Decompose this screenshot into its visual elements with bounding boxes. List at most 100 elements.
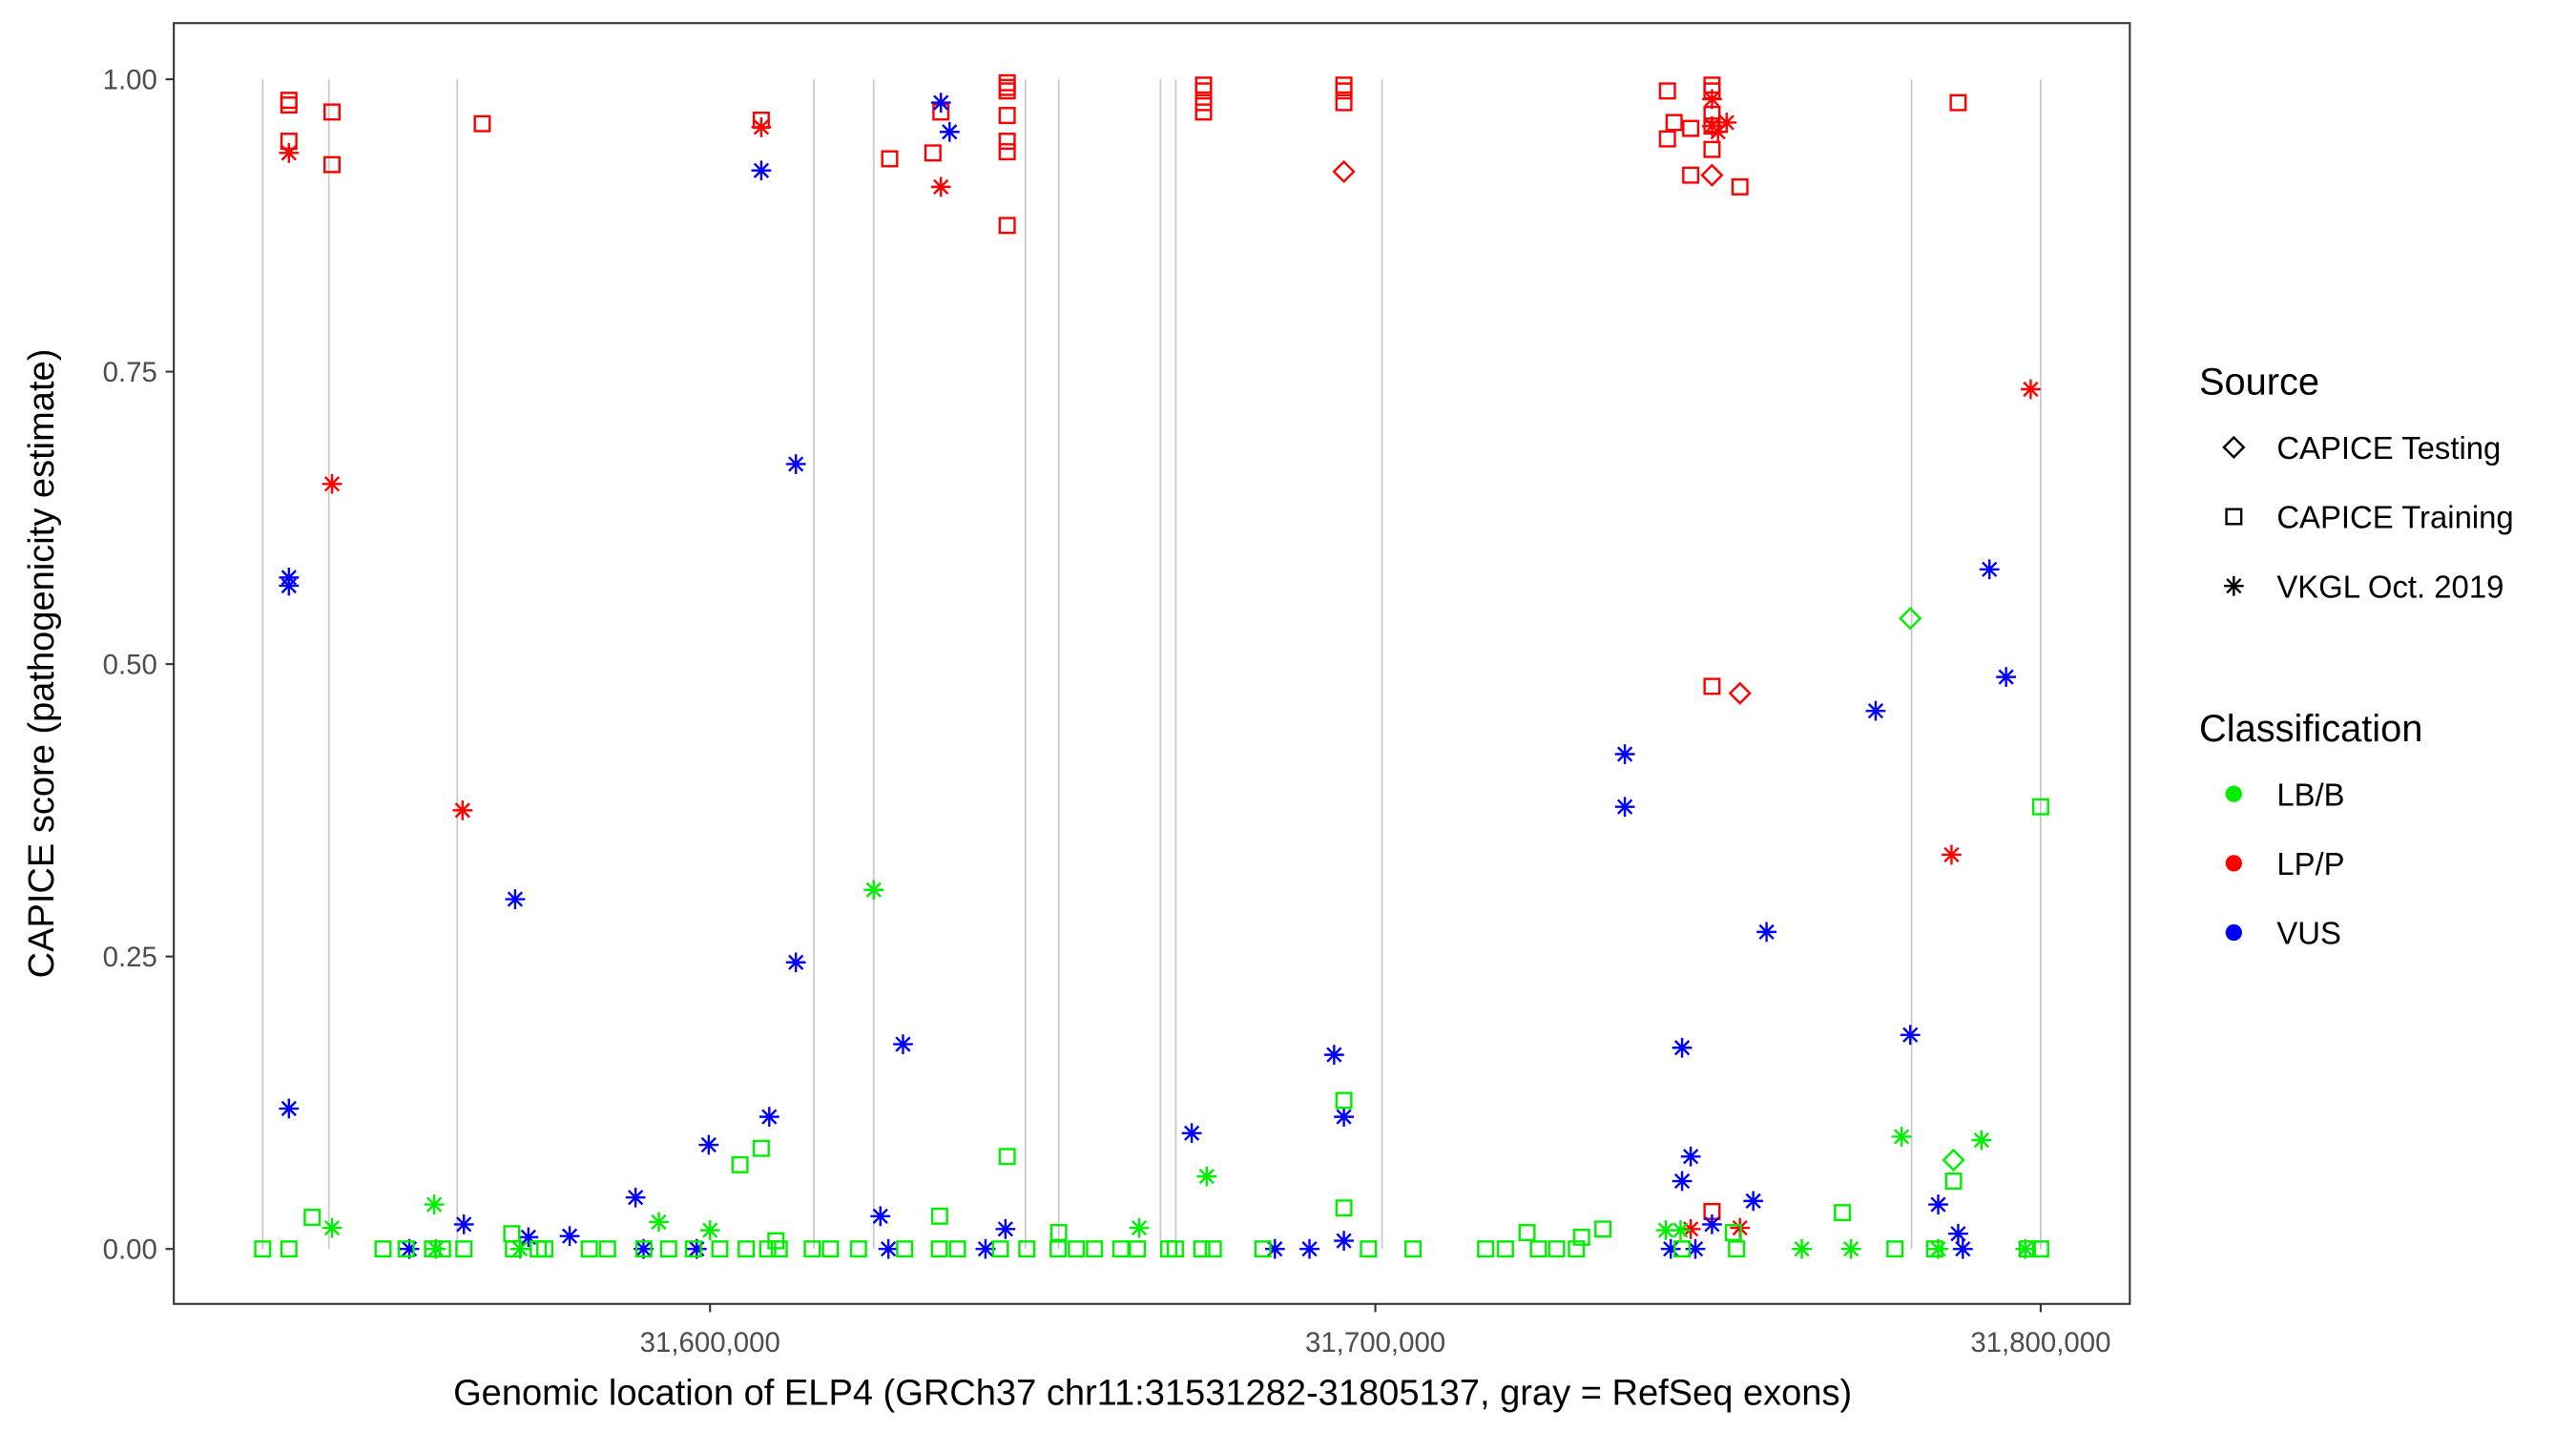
point-vus-vkgl	[878, 1238, 899, 1259]
point-vus-vkgl	[893, 1034, 913, 1054]
point-lb-b-vkgl	[1891, 1127, 1912, 1147]
point-lp-p-training	[924, 144, 942, 162]
legend: Source CAPICE Testing CAPICE Training VKGL…	[2199, 361, 2514, 950]
point-vus-vkgl	[870, 1206, 891, 1227]
point-lp-p-training	[1335, 93, 1353, 112]
legend-color-dot-icon	[2225, 855, 2242, 872]
point-lp-p-vkgl	[1680, 1218, 1701, 1239]
point-lb-b-vkgl	[1655, 1220, 1676, 1240]
point-lb-b-training	[1049, 1240, 1068, 1258]
point-vus-vkgl	[1264, 1238, 1285, 1259]
point-vus-vkgl	[1334, 1107, 1354, 1127]
point-lp-p-training	[1682, 119, 1700, 137]
point-vus-vkgl	[279, 575, 300, 596]
point-lb-b-vkgl	[649, 1212, 669, 1233]
point-vus-vkgl	[975, 1238, 996, 1259]
point-lp-p-vkgl	[930, 176, 951, 197]
point-lp-p-testing	[1332, 159, 1356, 184]
point-lb-b-training	[1111, 1240, 1130, 1258]
point-lp-p-training	[1335, 82, 1353, 100]
point-lb-b-training	[397, 1240, 415, 1258]
point-vus-vkgl	[1181, 1123, 1202, 1144]
point-lb-b-training	[1568, 1240, 1586, 1258]
point-vus-vkgl	[785, 454, 806, 474]
point-lb-b-vkgl	[426, 1238, 447, 1259]
legend-classification-label: LP/P	[2276, 846, 2344, 881]
point-lb-b-training	[303, 1209, 322, 1227]
point-vus-vkgl	[1685, 1238, 1706, 1259]
point-vus-vkgl	[453, 1214, 474, 1234]
legend-classification-label: LB/B	[2276, 777, 2344, 812]
point-lp-p-vkgl	[1942, 844, 1962, 865]
point-lb-b-training	[2031, 798, 2049, 816]
point-lp-p-training	[998, 107, 1016, 125]
point-lp-p-vkgl	[322, 473, 343, 494]
exon-lines	[261, 79, 2042, 1250]
y-tick-label: 1.00	[103, 64, 157, 95]
point-lb-b-training	[1204, 1240, 1222, 1258]
point-lp-p-training	[323, 103, 342, 121]
point-lb-b-vkgl	[863, 880, 884, 901]
point-lb-b-training	[374, 1240, 392, 1258]
point-lb-b-testing	[1942, 1148, 1965, 1172]
point-lp-p-testing	[1700, 163, 1724, 187]
point-lb-b-training	[659, 1240, 677, 1258]
point-vus-vkgl	[785, 952, 806, 973]
y-tick-label: 0.00	[103, 1234, 157, 1266]
point-lb-b-training	[280, 1240, 298, 1258]
point-lb-b-training	[803, 1240, 821, 1258]
point-lb-b-training	[598, 1240, 616, 1258]
point-vus-vkgl	[505, 889, 526, 909]
point-lb-b-vkgl	[1129, 1217, 1150, 1238]
point-lp-p-training	[1949, 93, 1967, 112]
point-lb-b-training	[821, 1240, 840, 1258]
point-vus-vkgl	[1702, 1214, 1722, 1234]
x-axis-label: Genomic location of ELP4 (GRCh37 chr11:3…	[453, 1373, 1852, 1413]
legend-asterisk-icon	[2223, 575, 2244, 596]
point-lb-b-vkgl	[2015, 1238, 2036, 1259]
point-vus-vkgl	[1680, 1146, 1701, 1167]
point-lb-b-training	[1594, 1220, 1612, 1238]
point-lb-b-training	[503, 1225, 521, 1243]
legend-color-dot-icon	[2225, 923, 2242, 942]
point-vus-vkgl	[518, 1227, 539, 1248]
point-vus-vkgl	[1948, 1223, 1968, 1244]
point-lb-b-vkgl	[699, 1220, 720, 1240]
point-lp-p-training	[280, 96, 298, 114]
point-lb-b-training	[1335, 1091, 1353, 1110]
point-lb-b-training	[1254, 1240, 1272, 1258]
point-lp-p-training	[1703, 677, 1721, 695]
point-lb-b-training	[930, 1240, 948, 1258]
point-vus-vkgl	[1672, 1171, 1693, 1192]
data-points	[254, 73, 2049, 1259]
x-tick-label: 31,700,000	[1305, 1327, 1445, 1358]
point-lb-b-vkgl	[509, 1238, 530, 1259]
point-vus-vkgl	[1614, 797, 1635, 818]
point-vus-vkgl	[930, 93, 951, 113]
point-lp-p-training	[1703, 140, 1721, 158]
point-vus-vkgl	[1900, 1025, 1921, 1046]
point-lb-b-training	[634, 1240, 653, 1258]
point-lb-b-vkgl	[1928, 1238, 1948, 1259]
x-axis: 31,600,000 31,700,000 31,800,000	[640, 1303, 2111, 1358]
point-lb-b-training	[684, 1240, 702, 1258]
point-lb-b-training	[930, 1207, 948, 1225]
legend-square-icon	[2225, 508, 2243, 526]
point-lb-b-training	[580, 1240, 598, 1258]
point-vus-vkgl	[1865, 700, 1886, 721]
y-axis: 0.00 0.25 0.50 0.75 1.00	[103, 64, 175, 1266]
point-lp-p-vkgl	[1716, 113, 1737, 133]
y-tick-label: 0.25	[103, 942, 157, 973]
y-tick-label: 0.75	[103, 357, 157, 388]
point-vus-vkgl	[939, 121, 960, 142]
point-lb-b-training	[991, 1240, 1009, 1258]
legend-source-label: CAPICE Training	[2276, 500, 2513, 535]
point-vus-vkgl	[1334, 1231, 1354, 1251]
point-vus-vkgl	[399, 1238, 420, 1259]
point-vus-vkgl	[995, 1218, 1016, 1239]
point-lp-p-training	[1658, 82, 1676, 100]
point-lb-b-training	[1944, 1172, 1963, 1191]
point-lb-b-training	[1360, 1240, 1378, 1258]
legend-source-label: VKGL Oct. 2019	[2276, 569, 2503, 604]
